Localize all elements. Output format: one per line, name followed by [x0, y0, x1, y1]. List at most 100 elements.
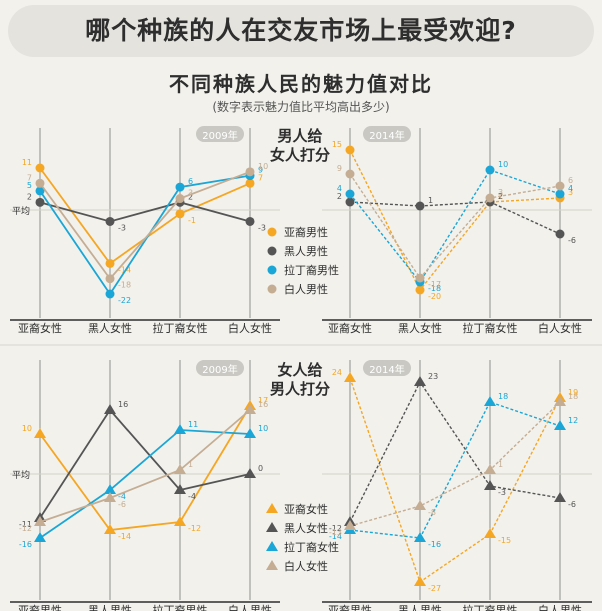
data-point — [104, 524, 116, 534]
page-note: (数字表示魅力值比平均高出多少) — [212, 100, 390, 114]
data-point — [35, 197, 45, 207]
category-label: 黑人男性 — [88, 603, 132, 611]
data-point — [345, 169, 355, 179]
data-label: 18 — [498, 392, 508, 401]
series-line-4 — [349, 401, 561, 527]
data-label: -6 — [568, 500, 576, 509]
data-label: 2 — [337, 192, 342, 201]
data-label: 18 — [568, 392, 578, 401]
data-label: 3 — [568, 188, 573, 197]
series-line-4 — [349, 173, 561, 280]
data-label: 5 — [27, 181, 32, 190]
data-point — [484, 464, 496, 474]
category-label: 亚裔女性 — [328, 321, 372, 335]
data-label: -14 — [329, 532, 342, 541]
data-point — [414, 576, 426, 586]
data-label: 10 — [258, 424, 268, 433]
legend-marker — [266, 560, 278, 570]
year-badge — [196, 360, 244, 376]
data-label: 23 — [428, 372, 438, 381]
category-label: 拉丁裔女性 — [153, 321, 208, 335]
data-label: 6 — [568, 176, 573, 185]
category-label: 拉丁裔男性 — [153, 603, 208, 611]
data-label: 16 — [258, 400, 268, 409]
data-point — [484, 480, 496, 490]
data-label: 12 — [568, 416, 578, 425]
data-point — [344, 372, 356, 382]
data-label: -27 — [428, 584, 441, 593]
data-point — [554, 420, 566, 430]
data-point — [244, 468, 256, 478]
data-label: -3 — [258, 223, 266, 232]
data-point — [484, 528, 496, 538]
category-label: 拉丁裔男性 — [463, 603, 518, 611]
category-label: 白人男性 — [538, 603, 582, 611]
data-point — [34, 428, 46, 438]
series-line-3 — [39, 174, 251, 296]
series-line-1 — [39, 405, 251, 531]
data-label: 2 — [188, 192, 193, 201]
category-label: 白人女性 — [228, 321, 272, 335]
data-point — [345, 145, 355, 155]
legend-label: 亚裔男性 — [284, 225, 328, 239]
data-point — [174, 516, 186, 526]
data-label: -8 — [428, 508, 436, 517]
data-label: 4 — [337, 184, 342, 193]
data-point — [105, 289, 115, 299]
category-label: 亚裔男性 — [18, 603, 62, 611]
data-point — [35, 178, 45, 188]
data-label: -3 — [118, 223, 126, 232]
series-line-1 — [349, 149, 561, 292]
category-label: 白人女性 — [538, 321, 582, 335]
data-label: 1 — [498, 460, 503, 469]
data-label: 3 — [188, 189, 193, 198]
data-label: -12 — [329, 524, 342, 533]
title-banner: 哪个种族的人在交友市场上最受欢迎? — [8, 5, 594, 57]
year-badge — [363, 360, 411, 376]
data-point — [484, 396, 496, 406]
data-point — [105, 216, 115, 226]
year-badge — [363, 126, 411, 142]
series-line-2 — [39, 201, 251, 223]
category-label: 黑人女性 — [88, 321, 132, 335]
year-label: 2014年 — [369, 363, 404, 376]
data-label: 7 — [258, 173, 263, 182]
data-point — [105, 274, 115, 284]
data-label: 15 — [332, 140, 342, 149]
data-label: 9 — [337, 164, 342, 173]
series-line-4 — [39, 170, 251, 281]
average-label: 平均 — [12, 205, 30, 217]
legend-label: 黑人女性 — [284, 521, 328, 535]
data-label: 3 — [498, 188, 503, 197]
data-label: 10 — [258, 162, 268, 171]
data-label: 2 — [27, 192, 32, 201]
data-point — [415, 273, 425, 283]
data-label: 24 — [332, 368, 342, 377]
legend-marker — [266, 541, 278, 551]
data-point — [174, 424, 186, 434]
legend-marker — [267, 227, 277, 237]
category-label: 黑人男性 — [398, 603, 442, 611]
data-point — [175, 209, 185, 219]
average-label: 平均 — [12, 469, 30, 481]
category-label: 拉丁裔女性 — [463, 321, 518, 335]
series-line-1 — [39, 167, 251, 265]
data-label: -14 — [118, 265, 131, 274]
data-point — [554, 396, 566, 406]
panel-title: 女人给 — [277, 361, 322, 379]
legend-label: 黑人男性 — [284, 244, 328, 258]
year-label: 2009年 — [202, 363, 237, 376]
series-line-1 — [349, 377, 561, 584]
data-label: -15 — [498, 536, 511, 545]
data-label: -20 — [428, 292, 441, 301]
data-label: -18 — [428, 284, 441, 293]
data-point — [345, 197, 355, 207]
legend-marker — [266, 522, 278, 532]
panel-title: 男人给 — [277, 127, 322, 145]
data-point — [35, 163, 45, 173]
panel-title: 男人打分 — [270, 380, 330, 398]
data-label: -18 — [118, 281, 131, 290]
data-point — [414, 500, 426, 510]
data-label: 10 — [498, 160, 508, 169]
